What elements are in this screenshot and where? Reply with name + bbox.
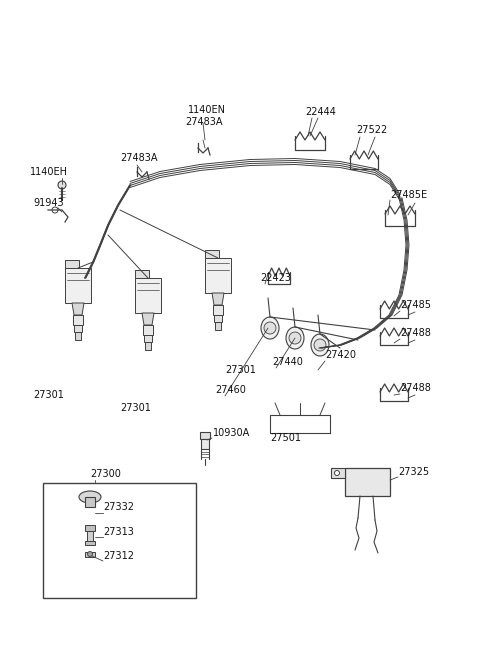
- Bar: [85, 525, 95, 531]
- Bar: [85, 497, 95, 507]
- Text: 27488: 27488: [400, 328, 431, 338]
- Text: 27485: 27485: [400, 300, 431, 310]
- Text: 27522: 27522: [356, 125, 387, 135]
- Polygon shape: [72, 303, 84, 315]
- Bar: [270, 415, 330, 433]
- Bar: [65, 260, 79, 268]
- Bar: [74, 325, 82, 332]
- Circle shape: [52, 207, 58, 213]
- Text: 27483A: 27483A: [120, 153, 157, 163]
- Bar: [75, 332, 81, 340]
- Circle shape: [314, 339, 326, 351]
- Text: 27501: 27501: [270, 433, 301, 443]
- Text: 22423: 22423: [260, 273, 291, 283]
- Text: 27420: 27420: [325, 350, 356, 360]
- Text: 1140EH: 1140EH: [30, 167, 68, 177]
- Bar: [205, 258, 231, 293]
- Bar: [144, 335, 152, 342]
- Text: 27301: 27301: [33, 390, 64, 400]
- Ellipse shape: [79, 491, 101, 503]
- Text: 1140EN: 1140EN: [188, 105, 226, 115]
- Ellipse shape: [286, 327, 304, 349]
- Circle shape: [335, 470, 339, 476]
- Text: 27488: 27488: [400, 383, 431, 393]
- Bar: [73, 315, 83, 325]
- Circle shape: [289, 332, 301, 344]
- Text: 27300: 27300: [90, 469, 121, 479]
- Text: 27301: 27301: [120, 403, 151, 413]
- Bar: [200, 432, 210, 439]
- Text: 22444: 22444: [305, 107, 336, 117]
- Ellipse shape: [311, 334, 329, 356]
- Bar: [201, 439, 209, 449]
- Ellipse shape: [261, 317, 279, 339]
- Circle shape: [58, 181, 66, 189]
- Bar: [345, 468, 390, 496]
- Bar: [331, 468, 345, 478]
- Text: 27332: 27332: [103, 502, 134, 512]
- Bar: [214, 315, 222, 322]
- Bar: [135, 278, 161, 313]
- Text: 27325: 27325: [398, 467, 429, 477]
- Bar: [43, 483, 196, 598]
- Bar: [135, 270, 149, 278]
- Text: 10930A: 10930A: [213, 428, 250, 438]
- Bar: [215, 322, 221, 330]
- Text: 27460: 27460: [215, 385, 246, 395]
- Circle shape: [87, 552, 93, 557]
- Text: 27312: 27312: [103, 551, 134, 561]
- Polygon shape: [212, 293, 224, 305]
- Bar: [85, 552, 95, 557]
- Text: 27485E: 27485E: [390, 190, 427, 200]
- Bar: [205, 250, 219, 258]
- Bar: [87, 531, 93, 541]
- Bar: [85, 541, 95, 545]
- Text: 27313: 27313: [103, 527, 134, 537]
- Bar: [213, 305, 223, 315]
- Bar: [143, 325, 153, 335]
- Circle shape: [264, 322, 276, 334]
- Bar: [145, 342, 151, 350]
- Text: 91943: 91943: [33, 198, 64, 208]
- Polygon shape: [142, 313, 154, 325]
- Text: 27440: 27440: [272, 357, 303, 367]
- Text: 27483A: 27483A: [185, 117, 223, 127]
- Bar: [65, 268, 91, 303]
- Text: 27301: 27301: [225, 365, 256, 375]
